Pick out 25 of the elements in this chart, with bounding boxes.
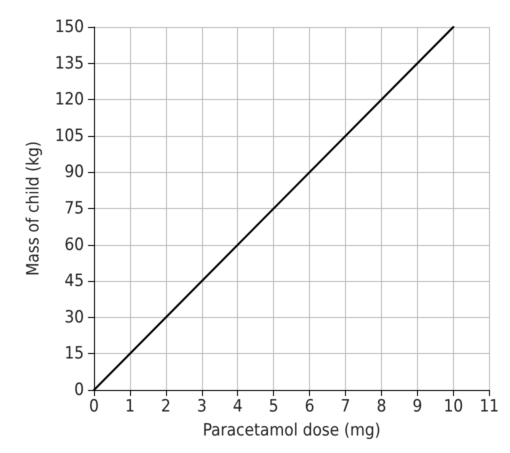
x-tick-label: 6	[304, 396, 314, 416]
x-tick-label: 1	[125, 396, 135, 416]
x-tick-label: 9	[412, 396, 422, 416]
x-tick-label: 7	[340, 396, 350, 416]
y-tick-label: 90	[64, 162, 84, 182]
y-tick-label: 105	[54, 126, 84, 146]
y-tick-label: 15	[64, 344, 84, 364]
x-tick-label: 5	[268, 396, 279, 416]
x-tick-label: 8	[376, 396, 386, 416]
y-tick-label: 0	[74, 380, 84, 400]
x-axis-title: Paracetamol dose (mg)	[202, 420, 381, 440]
y-tick-label: 135	[54, 53, 84, 74]
y-tick-label: 60	[64, 234, 84, 255]
y-tick-label: 120	[54, 90, 84, 110]
y-tick-label: 150	[54, 17, 84, 37]
y-tick-label: 30	[64, 307, 84, 328]
x-tick-label: 2	[161, 396, 171, 416]
x-tick-label: 0	[89, 396, 99, 416]
x-tick-label: 10	[444, 396, 464, 416]
x-tick-label: 11	[480, 396, 500, 416]
x-tick-label: 4	[232, 396, 243, 416]
x-tick-label: 3	[196, 396, 207, 416]
y-axis-title: Mass of child (kg)	[24, 141, 44, 276]
y-tick-label: 75	[64, 198, 84, 218]
y-tick-label: 45	[64, 271, 84, 292]
